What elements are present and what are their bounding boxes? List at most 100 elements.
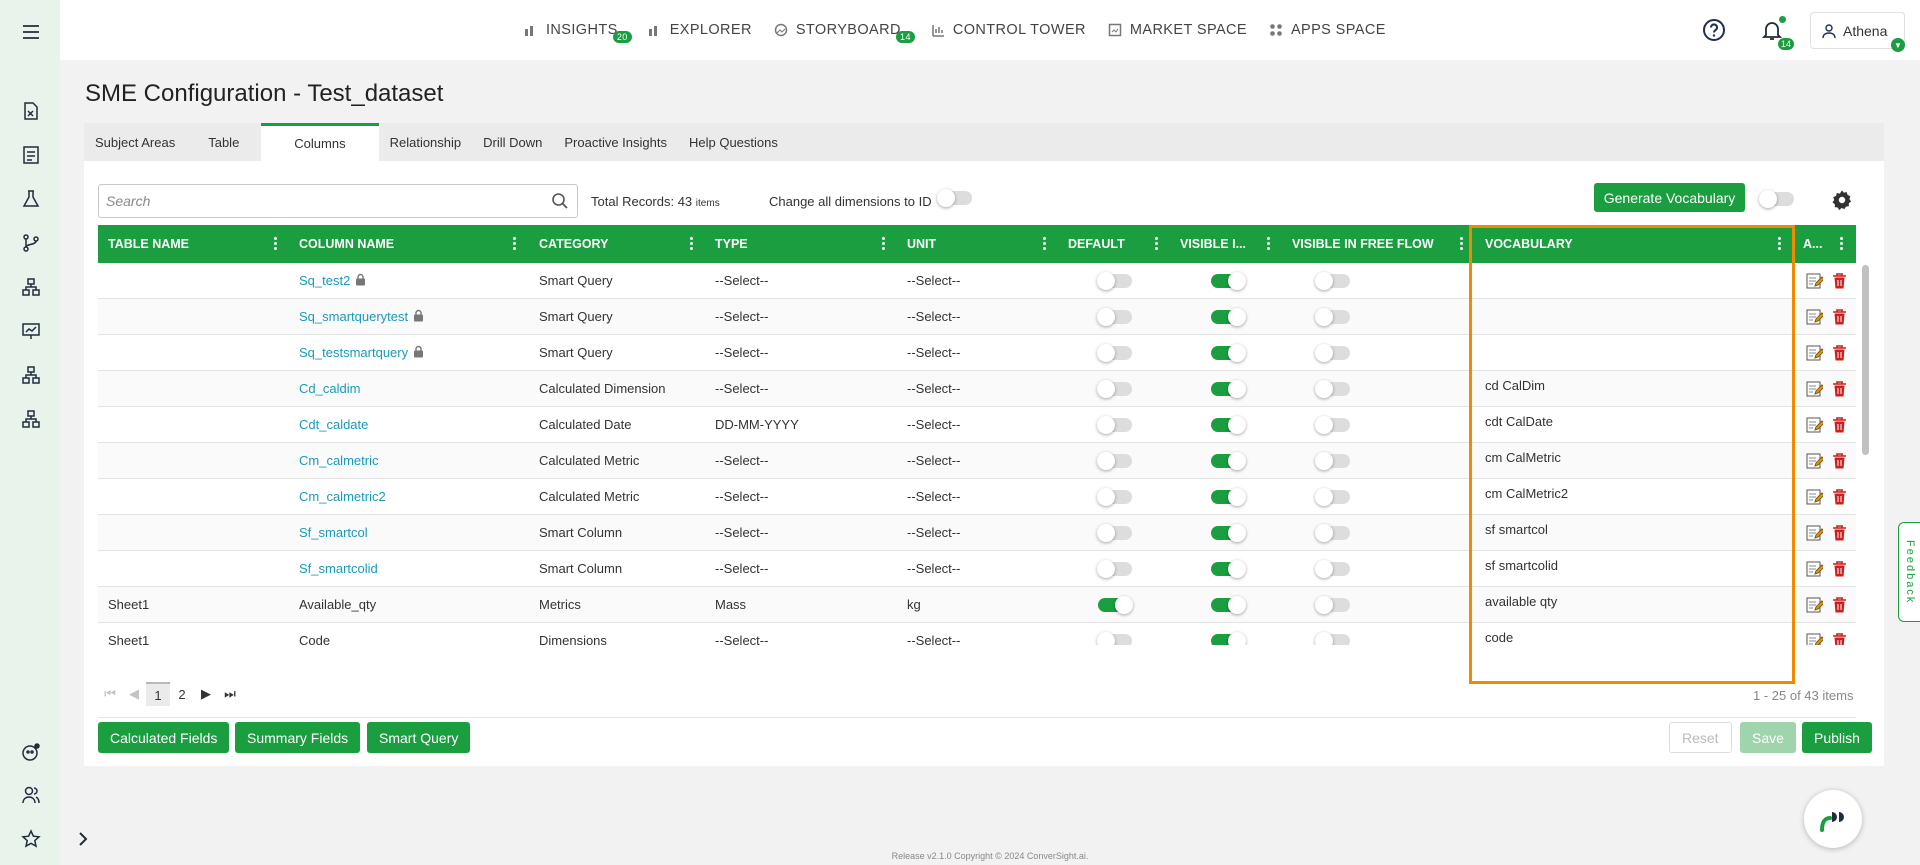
cell-vocabulary[interactable] [1475,299,1485,333]
cell-type-select[interactable]: --Select-- [715,309,769,324]
default-toggle[interactable] [1097,380,1132,398]
column-menu-icon[interactable] [690,237,694,251]
column-name-text[interactable]: Cm_calmetric [299,453,379,468]
visible-toggle[interactable] [1211,632,1246,645]
delete-icon[interactable] [1831,308,1848,326]
cell-column-name[interactable]: Cm_calmetric2 [289,479,386,515]
nav-storyboard[interactable]: STORYBOARD 14 [774,22,915,43]
delete-icon[interactable] [1831,524,1848,542]
assistant-icon[interactable] [20,741,42,763]
report-icon[interactable] [20,144,42,166]
cell-type-select[interactable]: --Select-- [715,453,769,468]
cell-column-name[interactable]: Cd_caldim [289,371,360,407]
cell-type-select[interactable]: --Select-- [715,561,769,576]
edit-icon[interactable] [1806,632,1825,645]
cell-unit-select[interactable]: --Select-- [907,309,961,324]
cell-type-select[interactable]: --Select-- [715,381,769,396]
tab-drill-down[interactable]: Drill Down [483,134,543,150]
cell-unit-select[interactable]: kg [907,597,921,612]
prev-page-icon[interactable]: ◀ [129,686,139,701]
col-header-visible[interactable]: VISIBLE I... [1180,237,1246,251]
tab-proactive-insights[interactable]: Proactive Insights [564,134,667,150]
reset-button[interactable]: Reset [1669,722,1732,753]
nav-explorer[interactable]: EXPLORER [648,22,752,38]
edit-icon[interactable] [1806,452,1825,470]
tab-help-questions[interactable]: Help Questions [688,134,778,150]
default-toggle[interactable] [1097,272,1132,290]
edit-icon[interactable] [1806,272,1825,290]
lab-flask-icon[interactable] [20,188,42,210]
col-header-actions[interactable]: A... [1803,237,1823,251]
free-flow-toggle[interactable] [1315,452,1350,470]
publish-button[interactable]: Publish [1802,722,1872,753]
delete-icon[interactable] [1831,416,1848,434]
visible-toggle[interactable] [1211,380,1246,398]
cell-unit-select[interactable]: --Select-- [907,489,961,504]
nav-insights[interactable]: INSIGHTS 20 [524,22,632,43]
column-menu-icon[interactable] [882,237,886,251]
edit-icon[interactable] [1806,560,1825,578]
cell-column-name[interactable]: Cdt_caldate [289,407,368,443]
hamburger-menu-icon[interactable] [20,21,42,43]
calculated-fields-button[interactable]: Calculated Fields [98,722,230,753]
hierarchy-icon[interactable] [20,276,42,298]
edit-icon[interactable] [1806,308,1825,326]
visible-toggle[interactable] [1211,524,1246,542]
free-flow-toggle[interactable] [1315,308,1350,326]
column-menu-icon[interactable] [274,237,278,251]
tab-columns[interactable]: Columns [261,123,379,161]
cell-column-name[interactable]: Sq_testsmartquery [289,335,424,371]
cell-vocabulary[interactable]: cdt CalDate [1485,414,1553,429]
column-name-text[interactable]: Sf_smartcolid [299,561,378,576]
column-menu-icon[interactable] [1267,237,1271,251]
network-icon[interactable] [20,408,42,430]
git-branch-icon[interactable] [20,232,42,254]
cell-unit-select[interactable]: --Select-- [907,561,961,576]
cell-vocabulary[interactable]: cd CalDim [1485,378,1545,393]
visible-toggle[interactable] [1211,560,1246,578]
cell-type-select[interactable]: --Select-- [715,273,769,288]
default-toggle[interactable] [1097,632,1132,645]
star-icon[interactable] [20,828,42,850]
col-header-default[interactable]: DEFAULT [1068,237,1125,251]
col-header-column-name[interactable]: COLUMN NAME [299,237,395,251]
delete-icon[interactable] [1831,596,1848,614]
column-menu-icon[interactable] [1155,237,1159,251]
tab-table[interactable]: Table [208,134,240,150]
users-icon[interactable] [20,784,42,806]
col-header-unit[interactable]: UNIT [907,237,937,251]
visible-toggle[interactable] [1211,488,1246,506]
cell-vocabulary[interactable] [1475,335,1485,369]
cell-unit-select[interactable]: --Select-- [907,633,961,645]
default-toggle[interactable] [1097,344,1132,362]
col-header-vocabulary[interactable]: VOCABULARY [1485,237,1573,251]
cell-vocabulary[interactable]: cm CalMetric2 [1485,486,1569,501]
cell-type-select[interactable]: DD-MM-YYYY [715,417,799,432]
cell-type-select[interactable]: --Select-- [715,489,769,504]
default-toggle[interactable] [1097,416,1132,434]
visible-toggle[interactable] [1211,308,1246,326]
column-menu-icon[interactable] [513,237,517,251]
edit-icon[interactable] [1806,488,1825,506]
edit-icon[interactable] [1806,416,1825,434]
column-menu-icon[interactable] [1460,237,1464,251]
edit-icon[interactable] [1806,344,1825,362]
cell-type-select[interactable]: --Select-- [715,633,769,645]
cell-unit-select[interactable]: --Select-- [907,525,961,540]
table-scrollbar[interactable] [1862,265,1869,455]
cell-type-select[interactable]: Mass [715,597,747,612]
tab-subject-areas[interactable]: Subject Areas [95,134,176,150]
column-name-text[interactable]: Cd_caldim [299,381,361,396]
save-button[interactable]: Save [1740,722,1796,753]
default-toggle[interactable] [1097,308,1132,326]
default-toggle[interactable] [1097,524,1132,542]
cell-column-name[interactable]: Sq_smartquerytest [289,299,424,335]
org-chart-icon[interactable] [20,364,42,386]
default-toggle[interactable] [1097,452,1132,470]
cell-type-select[interactable]: --Select-- [715,345,769,360]
free-flow-toggle[interactable] [1315,488,1350,506]
visible-toggle[interactable] [1211,272,1246,290]
cell-unit-select[interactable]: --Select-- [907,453,961,468]
visible-toggle[interactable] [1211,452,1246,470]
column-name-text[interactable]: Sq_smartquerytest [299,309,409,324]
